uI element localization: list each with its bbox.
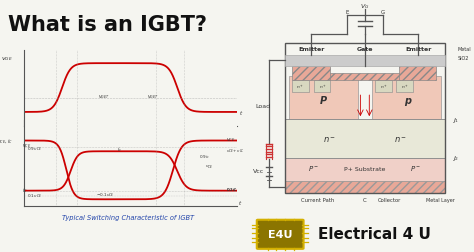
Text: $t$: $t$ [238,199,242,206]
Text: E4U: E4U [268,229,292,239]
Text: E: E [346,10,349,15]
Bar [284,55,445,67]
Text: C: C [363,197,367,202]
Text: $v_{GET}$: $v_{GET}$ [99,92,110,100]
Text: G: G [381,10,385,15]
Text: $v_{GET}$: $v_{GET}$ [147,92,159,100]
Text: $i_C$: $i_C$ [22,185,27,194]
Text: $J_1$: $J_1$ [452,115,459,124]
Text: $v_{CE}$: $v_{CE}$ [227,136,236,144]
Text: $n^+$: $n^+$ [296,83,304,91]
Bar [372,77,441,120]
Bar [284,120,445,158]
FancyBboxPatch shape [257,220,303,249]
Text: $0.2i_C$: $0.2i_C$ [227,186,238,194]
Text: $-0.1v_{CE}$: $-0.1v_{CE}$ [96,190,114,198]
Text: $J_2$: $J_2$ [452,154,459,163]
Text: $v_{CE}$: $v_{CE}$ [22,142,31,150]
Text: $0.1v_{CE}$: $0.1v_{CE}$ [27,192,42,199]
Text: $v_{CE}, i_C$: $v_{CE}, i_C$ [0,137,13,145]
Bar [375,81,392,93]
Bar [284,182,445,194]
Text: $P^-$: $P^-$ [410,163,422,172]
Text: $0.9i_c$: $0.9i_c$ [199,152,210,160]
Text: Typical Switching Characteristic of IGBT: Typical Switching Characteristic of IGBT [62,214,194,220]
Text: Load: Load [255,104,271,109]
Text: $n^-$: $n^-$ [394,135,407,144]
Text: Collector: Collector [378,197,401,202]
Bar [396,81,413,93]
Bar [289,77,358,120]
Bar [400,67,436,81]
Text: Current Path: Current Path [301,197,335,202]
Text: Metal: Metal [457,47,471,52]
Text: $i_c$: $i_c$ [117,145,122,154]
Text: $v_{CE}+v_{CC}$: $v_{CE}+v_{CC}$ [227,147,245,154]
Text: $t$: $t$ [239,109,244,116]
Text: $n^+$: $n^+$ [401,83,409,91]
Bar [314,81,330,93]
Text: P+ Substrate: P+ Substrate [344,166,385,171]
Text: SiO2: SiO2 [457,56,469,61]
Text: Gate: Gate [356,47,373,52]
Text: What is an IGBT?: What is an IGBT? [8,15,207,35]
Bar [292,67,330,81]
Text: Metal Layer: Metal Layer [426,197,455,202]
Text: $P^-$: $P^-$ [308,163,319,172]
Text: p: p [404,96,410,106]
Text: Vcc: Vcc [254,168,264,173]
Text: $V_G$: $V_G$ [360,2,370,11]
Text: P: P [320,96,327,106]
Text: $n^+$: $n^+$ [319,83,327,91]
Text: $0.1i_C$: $0.1i_C$ [227,186,238,194]
Text: $v_{CE}$: $v_{CE}$ [205,163,213,170]
Text: $v_{GE}$: $v_{GE}$ [1,55,13,62]
Text: $n^-$: $n^-$ [323,135,336,144]
Text: $0.9v_{CE}$: $0.9v_{CE}$ [27,145,42,152]
Bar [292,81,309,93]
Text: Electrical 4 U: Electrical 4 U [318,226,431,241]
Bar [329,74,401,81]
Text: $n^+$: $n^+$ [380,83,388,91]
Bar [284,44,445,194]
Text: Emitter: Emitter [298,47,325,52]
Text: Emitter: Emitter [405,47,431,52]
Bar [284,158,445,182]
